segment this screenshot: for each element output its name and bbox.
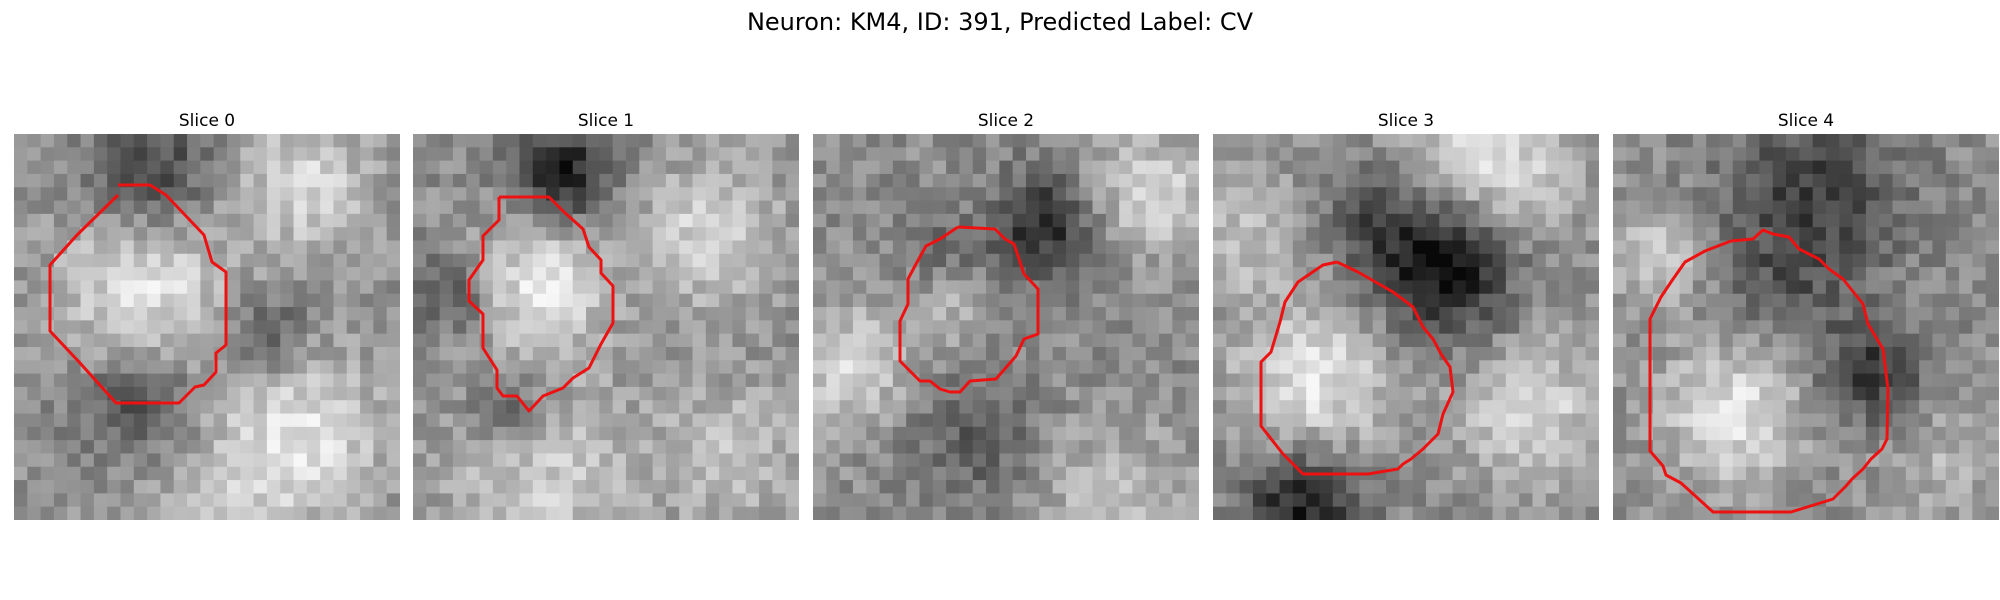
slice-image-2	[813, 134, 1199, 520]
slice-title-3: Slice 3	[1213, 108, 1599, 134]
slice-image-4	[1613, 134, 1999, 520]
slice-title-1: Slice 1	[413, 108, 799, 134]
slice-title-0: Slice 0	[14, 108, 400, 134]
slice-panel-1: Slice 1	[413, 108, 799, 520]
slice-panel-0: Slice 0	[14, 108, 400, 520]
slice-panel-4: Slice 4	[1613, 108, 1999, 520]
figure-title: Neuron: KM4, ID: 391, Predicted Label: C…	[0, 8, 2000, 36]
slice-image-3	[1213, 134, 1599, 520]
slice-title-2: Slice 2	[813, 108, 1199, 134]
slice-panel-3: Slice 3	[1213, 108, 1599, 520]
slice-image-1	[413, 134, 799, 520]
slice-panel-2: Slice 2	[813, 108, 1199, 520]
slice-title-4: Slice 4	[1613, 108, 1999, 134]
slice-image-0	[14, 134, 400, 520]
